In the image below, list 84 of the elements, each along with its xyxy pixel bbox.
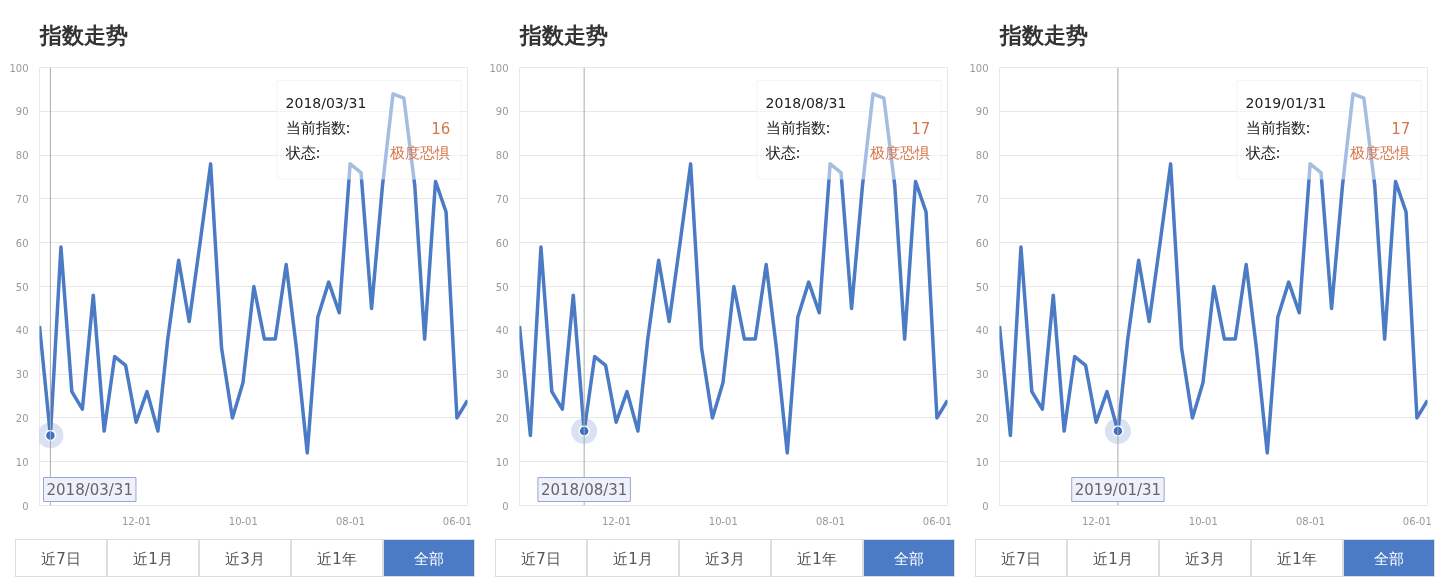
x-tick-label: 12-01	[121, 515, 152, 527]
x-tick-label: 08-01	[335, 515, 366, 527]
y-tick-label: 0	[502, 500, 509, 512]
text: 全部	[894, 549, 924, 570]
text: 近7日	[41, 549, 81, 570]
chart-title: 指数走势	[518, 22, 608, 48]
annotation: 当前指数:	[285, 118, 351, 137]
y-tick-label: 20	[495, 412, 509, 424]
annotation: 17	[911, 119, 931, 138]
y-tick-label: 20	[15, 412, 29, 424]
y-tick-label: 80	[495, 150, 509, 162]
chart-title: 指数走势	[38, 22, 128, 48]
y-tick-label: 30	[15, 369, 29, 381]
line-series	[999, 92, 1428, 455]
text: 近7日	[1001, 549, 1041, 570]
annotation: 2019/01/31	[1245, 94, 1327, 111]
y-tick-label: 80	[15, 150, 29, 162]
x-tick-label: 06-01	[442, 515, 472, 527]
y-tick-label: 90	[975, 106, 989, 118]
text: 近3月	[1185, 549, 1225, 570]
annotation: 状态:	[284, 144, 321, 163]
annotation: 状态:	[764, 144, 801, 163]
y-tick-label: 40	[15, 325, 29, 337]
annotation: 当前指数:	[765, 118, 831, 137]
text: 近1月	[133, 549, 173, 570]
y-tick-label: 80	[975, 150, 989, 162]
y-tick-label: 30	[495, 369, 509, 381]
y-tick-label: 50	[975, 281, 989, 293]
text: 近7日	[521, 549, 561, 570]
text: 近1年	[317, 549, 357, 570]
chart-title: 指数走势	[998, 22, 1088, 48]
ref-line-label: 2018/08/31	[540, 480, 628, 499]
y-tick-label: 60	[15, 237, 29, 249]
y-tick-label: 0	[22, 500, 29, 512]
ref-line-label: 2019/01/31	[1074, 480, 1162, 499]
y-tick-label: 10	[975, 456, 989, 468]
y-tick-label: 90	[495, 106, 509, 118]
y-tick-label: 40	[495, 325, 509, 337]
text: 近1年	[797, 549, 837, 570]
y-tick-label: 60	[975, 237, 989, 249]
x-tick-label: 08-01	[815, 515, 846, 527]
annotation: 2018/08/31	[765, 94, 847, 111]
y-tick-label: 100	[9, 62, 29, 74]
text: 近1月	[613, 549, 653, 570]
x-tick-label: 10-01	[1188, 515, 1218, 527]
annotation: 当前指数:	[1245, 118, 1311, 137]
y-tick-label: 60	[495, 237, 509, 249]
ref-line-label: 2018/03/31	[46, 480, 133, 499]
annotation: 2018/03/31	[285, 94, 367, 111]
y-tick-label: 70	[15, 193, 29, 205]
line-series	[519, 92, 948, 455]
text: 近3月	[705, 549, 745, 570]
annotation: 17	[1391, 119, 1411, 138]
x-tick-label: 06-01	[1402, 515, 1432, 527]
y-tick-label: 50	[495, 281, 509, 293]
y-tick-label: 10	[15, 456, 29, 468]
x-tick-label: 12-01	[601, 515, 632, 527]
y-tick-label: 100	[489, 62, 509, 74]
y-tick-label: 10	[495, 456, 509, 468]
y-tick-label: 70	[495, 193, 509, 205]
annotation: 极度恐惧	[1349, 144, 1411, 163]
x-tick-label: 12-01	[1081, 515, 1112, 527]
text: 近3月	[225, 549, 265, 570]
text: 全部	[1374, 549, 1404, 570]
text: 全部	[414, 549, 444, 570]
y-tick-label: 30	[975, 369, 989, 381]
y-tick-label: 20	[975, 412, 989, 424]
annotation: 16	[431, 119, 451, 138]
y-tick-label: 50	[15, 281, 29, 293]
y-tick-label: 90	[15, 106, 29, 118]
x-tick-label: 10-01	[228, 515, 258, 527]
line-series	[39, 92, 468, 455]
x-tick-label: 06-01	[922, 515, 952, 527]
annotation: 极度恐惧	[869, 144, 931, 163]
y-tick-label: 70	[975, 193, 989, 205]
text: 近1月	[1093, 549, 1133, 570]
annotation: 状态:	[1244, 144, 1281, 163]
x-tick-label: 10-01	[708, 515, 738, 527]
x-tick-label: 08-01	[1295, 515, 1326, 527]
y-tick-label: 0	[982, 500, 989, 512]
y-tick-label: 40	[975, 325, 989, 337]
y-tick-label: 100	[969, 62, 989, 74]
annotation: 极度恐惧	[389, 144, 451, 163]
text: 近1年	[1277, 549, 1317, 570]
